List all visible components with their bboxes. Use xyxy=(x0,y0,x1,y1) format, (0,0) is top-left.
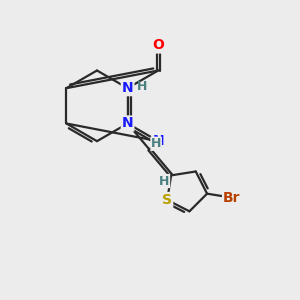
Text: S: S xyxy=(162,193,172,207)
Text: H: H xyxy=(136,80,147,93)
Text: Br: Br xyxy=(223,190,241,205)
Text: N: N xyxy=(122,116,134,130)
Text: N: N xyxy=(152,134,164,148)
Text: O: O xyxy=(152,38,164,52)
Text: N: N xyxy=(122,81,134,95)
Text: H: H xyxy=(159,175,170,188)
Text: H: H xyxy=(151,137,161,150)
